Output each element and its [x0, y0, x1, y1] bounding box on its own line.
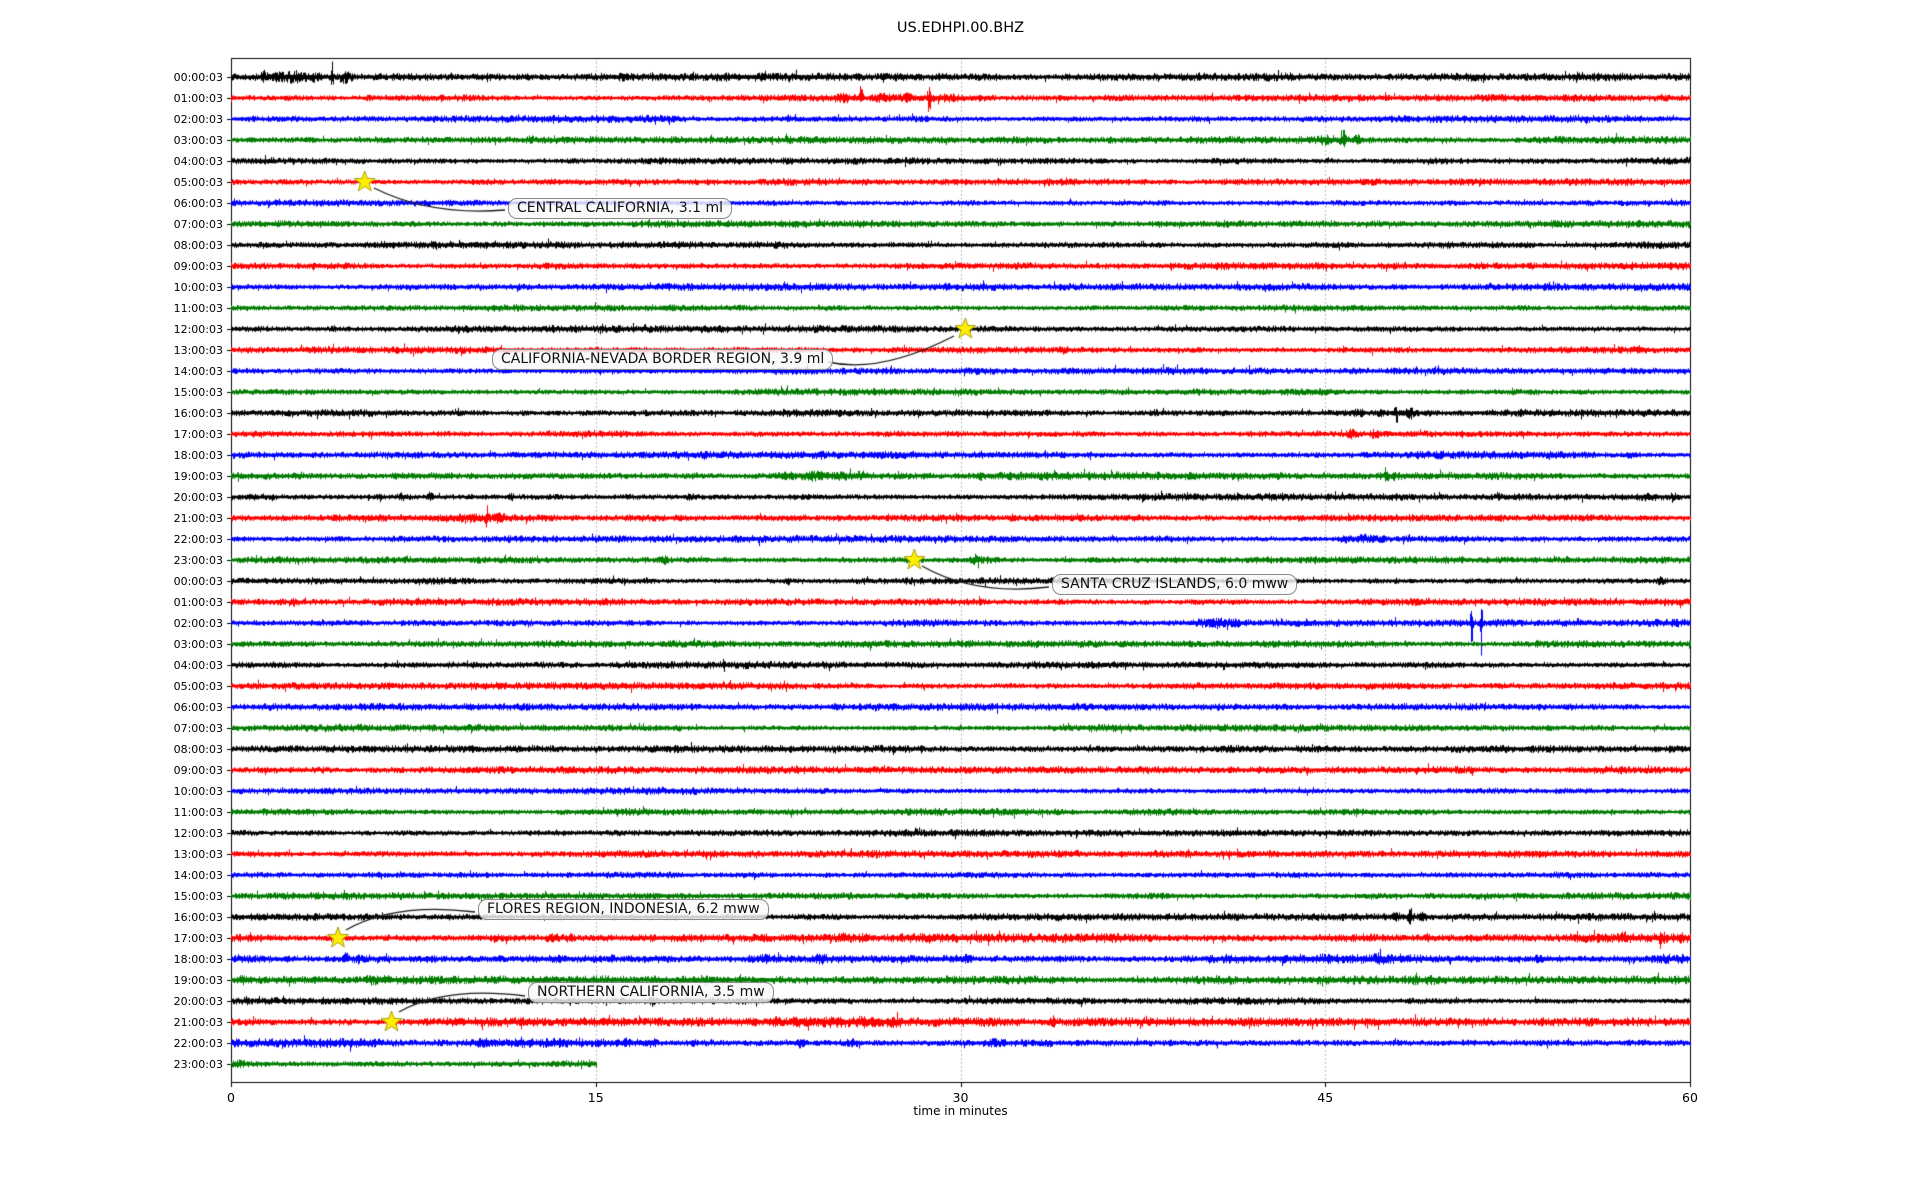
- y-tick-label: 02:00:03: [173, 617, 223, 630]
- x-tick-label: 30: [952, 1090, 969, 1105]
- y-tick-label: 08:00:03: [173, 239, 223, 252]
- y-tick-label: 10:00:03: [173, 281, 223, 294]
- y-tick-label: 17:00:03: [173, 428, 223, 441]
- y-tick-label: 07:00:03: [173, 218, 223, 231]
- y-tick-label: 09:00:03: [173, 764, 223, 777]
- y-tick-label: 07:00:03: [173, 722, 223, 735]
- y-tick-label: 20:00:03: [173, 491, 223, 504]
- y-tick-label: 13:00:03: [173, 848, 223, 861]
- y-tick-label: 11:00:03: [173, 806, 223, 819]
- y-tick-label: 19:00:03: [173, 974, 223, 987]
- y-tick-label: 15:00:03: [173, 386, 223, 399]
- y-tick-label: 12:00:03: [173, 827, 223, 840]
- y-tick-label: 15:00:03: [173, 890, 223, 903]
- y-tick-label: 03:00:03: [173, 134, 223, 147]
- y-tick-label: 22:00:03: [173, 533, 223, 546]
- y-tick-label: 19:00:03: [173, 470, 223, 483]
- y-tick-label: 11:00:03: [173, 302, 223, 315]
- y-tick-label: 01:00:03: [173, 596, 223, 609]
- y-tick-label: 03:00:03: [173, 638, 223, 651]
- event-annotation-box: SANTA CRUZ ISLANDS, 6.0 mww: [1052, 574, 1298, 595]
- y-tick-label: 00:00:03: [173, 575, 223, 588]
- y-tick-label: 04:00:03: [173, 155, 223, 168]
- event-annotation-box: CENTRAL CALIFORNIA, 3.1 ml: [508, 198, 733, 219]
- y-tick-label: 17:00:03: [173, 932, 223, 945]
- y-tick-label: 23:00:03: [173, 554, 223, 567]
- y-tick-label: 05:00:03: [173, 680, 223, 693]
- y-tick-label: 06:00:03: [173, 701, 223, 714]
- y-tick-label: 21:00:03: [173, 512, 223, 525]
- event-annotation-box: CALIFORNIA-NEVADA BORDER REGION, 3.9 ml: [492, 349, 834, 370]
- x-tick-label: 60: [1682, 1090, 1698, 1105]
- y-tick-label: 14:00:03: [173, 365, 223, 378]
- y-tick-label: 06:00:03: [173, 197, 223, 210]
- x-tick-label: 45: [1317, 1090, 1334, 1105]
- y-tick-label: 09:00:03: [173, 260, 223, 273]
- event-annotation-box: FLORES REGION, INDONESIA, 6.2 mww: [478, 899, 769, 920]
- y-tick-label: 21:00:03: [173, 1016, 223, 1029]
- y-tick-label: 12:00:03: [173, 323, 223, 336]
- y-tick-label: 16:00:03: [173, 407, 223, 420]
- y-tick-label: 10:00:03: [173, 785, 223, 798]
- x-tick-label: 0: [227, 1090, 235, 1105]
- plot-title: US.EDHPI.00.BHZ: [896, 20, 1025, 36]
- y-tick-label: 02:00:03: [173, 113, 223, 126]
- y-tick-label: 18:00:03: [173, 449, 223, 462]
- x-axis-label: time in minutes: [913, 1104, 1008, 1118]
- x-tick-label: 15: [587, 1090, 604, 1105]
- y-tick-label: 00:00:03: [173, 71, 223, 84]
- y-tick-label: 22:00:03: [173, 1037, 223, 1050]
- y-tick-label: 04:00:03: [173, 659, 223, 672]
- y-tick-label: 18:00:03: [173, 953, 223, 966]
- y-tick-label: 20:00:03: [173, 995, 223, 1008]
- event-annotation-box: NORTHERN CALIFORNIA, 3.5 mw: [528, 982, 774, 1003]
- y-tick-label: 23:00:03: [173, 1058, 223, 1071]
- y-tick-label: 08:00:03: [173, 743, 223, 756]
- y-tick-label: 01:00:03: [173, 92, 223, 105]
- y-tick-label: 16:00:03: [173, 911, 223, 924]
- y-tick-label: 14:00:03: [173, 869, 223, 882]
- y-tick-label: 05:00:03: [173, 176, 223, 189]
- y-tick-label: 13:00:03: [173, 344, 223, 357]
